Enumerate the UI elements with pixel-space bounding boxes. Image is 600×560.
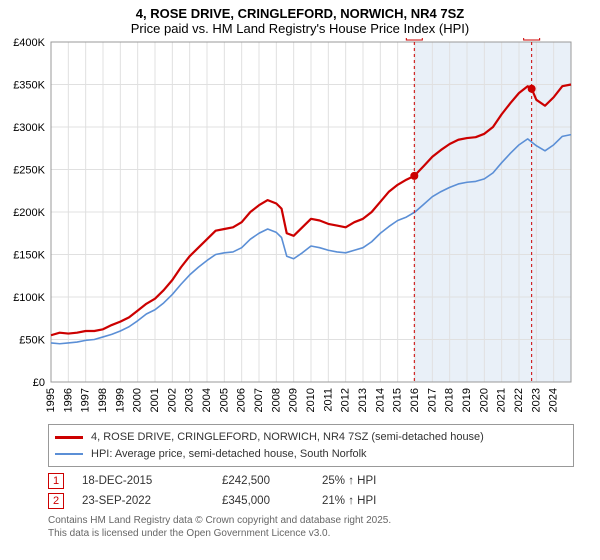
svg-text:2016: 2016 <box>409 388 421 412</box>
svg-text:2001: 2001 <box>149 388 161 412</box>
legend-label: HPI: Average price, semi-detached house,… <box>91 446 367 463</box>
legend-row: 4, ROSE DRIVE, CRINGLEFORD, NORWICH, NR4… <box>55 429 567 446</box>
svg-text:2005: 2005 <box>218 388 230 412</box>
legend: 4, ROSE DRIVE, CRINGLEFORD, NORWICH, NR4… <box>48 424 574 467</box>
marker-pct: 25% ↑ HPI <box>322 475 442 487</box>
svg-text:2009: 2009 <box>288 388 300 412</box>
marker-pct: 21% ↑ HPI <box>322 495 442 507</box>
svg-text:2008: 2008 <box>270 388 282 412</box>
svg-text:£400K: £400K <box>13 38 45 49</box>
svg-text:2011: 2011 <box>322 388 334 412</box>
svg-text:1: 1 <box>411 38 417 39</box>
marker-row: 1 18-DEC-2015£242,50025% ↑ HPI <box>48 471 574 491</box>
svg-text:2017: 2017 <box>426 388 438 412</box>
svg-text:2003: 2003 <box>184 388 196 412</box>
legend-label: 4, ROSE DRIVE, CRINGLEFORD, NORWICH, NR4… <box>91 429 484 446</box>
svg-text:2023: 2023 <box>530 388 542 412</box>
svg-text:2006: 2006 <box>236 388 248 412</box>
line-chart-svg: £0 £50K £100K £150K £200K £250K £300K £350K £400… <box>3 38 597 418</box>
footer-line2: This data is licensed under the Open Gov… <box>48 527 574 540</box>
marker-price: £242,500 <box>222 475 322 487</box>
svg-text:2004: 2004 <box>201 388 213 412</box>
chart-title: 4, ROSE DRIVE, CRINGLEFORD, NORWICH, NR4… <box>0 0 600 38</box>
svg-text:2: 2 <box>529 38 535 39</box>
svg-text:1998: 1998 <box>97 388 109 412</box>
marker-id-box: 1 <box>48 473 64 489</box>
legend-row: HPI: Average price, semi-detached house,… <box>55 446 567 463</box>
footer-line1: Contains HM Land Registry data © Crown c… <box>48 514 574 527</box>
svg-text:£100K: £100K <box>13 292 45 304</box>
svg-text:1999: 1999 <box>114 388 126 412</box>
legend-swatch <box>55 453 83 455</box>
marker-id-box: 2 <box>48 493 64 509</box>
svg-text:£150K: £150K <box>13 250 45 262</box>
svg-text:2020: 2020 <box>478 388 490 412</box>
attribution-footer: Contains HM Land Registry data © Crown c… <box>48 514 574 540</box>
marker-price: £345,000 <box>222 495 322 507</box>
svg-text:£250K: £250K <box>13 165 45 177</box>
svg-text:1996: 1996 <box>62 388 74 412</box>
svg-text:1995: 1995 <box>45 388 57 412</box>
chart-area: £0 £50K £100K £150K £200K £250K £300K £350K £400… <box>3 38 597 418</box>
svg-text:2013: 2013 <box>357 388 369 412</box>
svg-text:£200K: £200K <box>13 207 45 219</box>
svg-text:2022: 2022 <box>513 388 525 412</box>
title-line2: Price paid vs. HM Land Registry's House … <box>10 21 590 36</box>
svg-text:2012: 2012 <box>340 388 352 412</box>
svg-text:£300K: £300K <box>13 122 45 134</box>
svg-text:2002: 2002 <box>166 388 178 412</box>
svg-text:2019: 2019 <box>461 388 473 412</box>
title-line1: 4, ROSE DRIVE, CRINGLEFORD, NORWICH, NR4… <box>10 6 590 21</box>
svg-text:£0: £0 <box>33 377 45 389</box>
marker-date: 18-DEC-2015 <box>82 475 222 487</box>
svg-text:£350K: £350K <box>13 80 45 92</box>
svg-text:2021: 2021 <box>496 388 508 412</box>
svg-text:2010: 2010 <box>305 388 317 412</box>
svg-text:2018: 2018 <box>444 388 456 412</box>
svg-text:2015: 2015 <box>392 388 404 412</box>
svg-text:2007: 2007 <box>253 388 265 412</box>
svg-text:2000: 2000 <box>132 388 144 412</box>
svg-text:2014: 2014 <box>374 388 386 412</box>
marker-date: 23-SEP-2022 <box>82 495 222 507</box>
svg-text:1997: 1997 <box>80 388 92 412</box>
svg-text:£50K: £50K <box>19 335 45 347</box>
legend-swatch <box>55 436 83 439</box>
marker-annotations: 1 18-DEC-2015£242,50025% ↑ HPI 2 23-SEP-202… <box>48 471 574 511</box>
svg-text:2024: 2024 <box>548 388 560 412</box>
marker-row: 2 23-SEP-2022£345,00021% ↑ HPI <box>48 491 574 511</box>
